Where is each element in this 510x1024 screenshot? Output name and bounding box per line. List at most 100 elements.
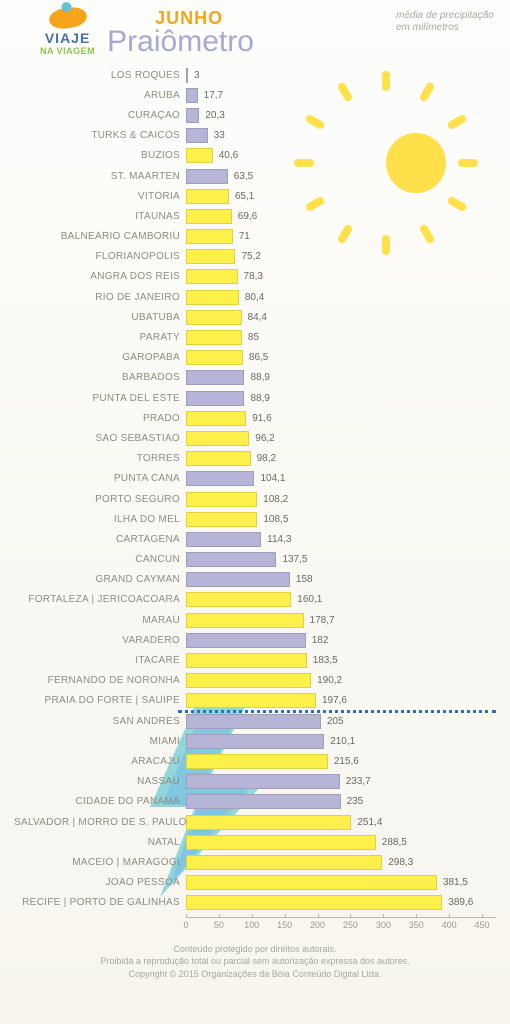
bar-label: ARACAJU	[14, 756, 186, 767]
bar-row: CANCÚN137,5	[14, 550, 496, 570]
bar-label: GAROPABA	[14, 352, 186, 363]
chart-area: LOS ROQUES3ARUBA17,7CURAÇAO20,3TURKS & C…	[0, 63, 510, 937]
threshold-line	[178, 710, 496, 713]
bar	[186, 815, 351, 830]
x-tick	[318, 914, 319, 918]
bar-track: 381,5	[186, 875, 496, 890]
bar-label: RIO DE JANEIRO	[14, 292, 186, 303]
x-tick-label: 50	[214, 920, 224, 930]
bar-row: PARATY85	[14, 327, 496, 347]
bar-label: PUNTA CANA	[14, 473, 186, 484]
bar-label: BALNEÁRIO CAMBORIÚ	[14, 231, 186, 242]
bar-value: 20,3	[201, 108, 224, 123]
bar-track: 205	[186, 714, 496, 729]
bar-track: 235	[186, 794, 496, 809]
x-tick	[252, 914, 253, 918]
bar-value: 288,5	[378, 835, 407, 850]
bar-label: UBATUBA	[14, 312, 186, 323]
bar-track: 40,6	[186, 148, 496, 163]
bar	[186, 552, 276, 567]
bar	[186, 310, 242, 325]
bar	[186, 431, 249, 446]
bar-label: PRADO	[14, 413, 186, 424]
bar-row: ITAÚNAS69,6	[14, 206, 496, 226]
bar-label: ARUBA	[14, 90, 186, 101]
bar-track: 251,4	[186, 815, 496, 830]
bar	[186, 391, 244, 406]
bar-track: 114,3	[186, 532, 496, 547]
bar-track: 88,9	[186, 370, 496, 385]
bar-value: 178,7	[306, 613, 335, 628]
bar-row: BARBADOS88,9	[14, 368, 496, 388]
bar-track: 86,5	[186, 350, 496, 365]
bar-track: 183,5	[186, 653, 496, 668]
bar	[186, 68, 188, 83]
bar-value: 69,6	[234, 209, 257, 224]
bar-row: FERNANDO DE NORONHA 190,2	[14, 671, 496, 691]
bar	[186, 148, 213, 163]
bar-track: 190,2	[186, 673, 496, 688]
bar-track: 178,7	[186, 613, 496, 628]
bar-label: CIDADE DO PANAMÁ	[14, 796, 186, 807]
bar	[186, 633, 306, 648]
bar-label: MACEIÓ | MARAGOGI	[14, 857, 186, 868]
bar	[186, 855, 382, 870]
bar-track: 75,2	[186, 249, 496, 264]
bar-value: 78,3	[240, 269, 263, 284]
bar-row: SAN ANDRÉS205	[14, 711, 496, 731]
bar-row: RIO DE JANEIRO80,4	[14, 287, 496, 307]
x-tick-label: 200	[310, 920, 325, 930]
header: VIAJE NA VIAGEM JUNHO Praiômetro média d…	[0, 0, 510, 63]
bar-track: 215,6	[186, 754, 496, 769]
bar-row: RECIFE | PORTO DE GALINHAS389,6	[14, 893, 496, 913]
bar-value: 197,6	[318, 693, 347, 708]
bar	[186, 714, 321, 729]
bar-track: 65,1	[186, 189, 496, 204]
bar	[186, 653, 307, 668]
bar-label: FORTALEZA | JERICOACOARA	[14, 594, 186, 605]
bar-track: 288,5	[186, 835, 496, 850]
bar-track: 33	[186, 128, 496, 143]
bar-value: 3	[190, 68, 200, 83]
x-tick-label: 150	[277, 920, 292, 930]
bar-label: NASSAU	[14, 776, 186, 787]
bar-track: 63,5	[186, 169, 496, 184]
bar-label: ITACARÉ	[14, 655, 186, 666]
bar-track: 108,5	[186, 512, 496, 527]
bar	[186, 451, 251, 466]
bar-value: 182	[308, 633, 329, 648]
bar-value: 235	[343, 794, 364, 809]
bar-value: 33	[210, 128, 225, 143]
bar-track: 85	[186, 330, 496, 345]
bar-value: 190,2	[313, 673, 342, 688]
bar-label: ANGRA DOS REIS	[14, 271, 186, 282]
bar-value: 84,4	[244, 310, 267, 325]
bar	[186, 754, 328, 769]
bar	[186, 330, 242, 345]
bar-track: 71	[186, 229, 496, 244]
bar-value: 91,6	[248, 411, 271, 426]
bar-row: ST. MAARTEN63,5	[14, 166, 496, 186]
bar-track: 233,7	[186, 774, 496, 789]
bar-track: 20,3	[186, 108, 496, 123]
bar-row: VITÓRIA65,1	[14, 186, 496, 206]
bar-value: 17,7	[200, 88, 223, 103]
bar-label: PORTO SEGURO	[14, 494, 186, 505]
bar-label: PRAIA DO FORTE | SAUÍPE	[14, 695, 186, 706]
bar	[186, 875, 437, 890]
bar-label: TORRES	[14, 453, 186, 464]
bar-row: PRADO 91,6	[14, 408, 496, 428]
bar-label: JOÃO PESSOA	[14, 877, 186, 888]
x-tick-label: 250	[343, 920, 358, 930]
bar-track: 80,4	[186, 290, 496, 305]
bar-label: VITÓRIA	[14, 191, 186, 202]
bar-label: FERNANDO DE NORONHA	[14, 675, 186, 686]
bar-track: 298,3	[186, 855, 496, 870]
bar-label: GRAND CAYMAN	[14, 574, 186, 585]
bar-value: 88,9	[246, 391, 269, 406]
boat-icon	[47, 5, 87, 30]
bar-track: 88,9	[186, 391, 496, 406]
bar	[186, 592, 291, 607]
bar-row: ITACARÉ183,5	[14, 650, 496, 670]
bar	[186, 572, 290, 587]
